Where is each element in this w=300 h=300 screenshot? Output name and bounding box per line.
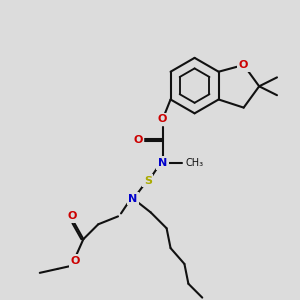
Text: O: O: [158, 114, 167, 124]
Text: CH₃: CH₃: [185, 158, 203, 168]
Text: O: O: [133, 135, 142, 145]
Text: O: O: [68, 212, 77, 221]
Text: N: N: [128, 194, 137, 203]
Text: O: O: [71, 256, 80, 266]
Text: N: N: [158, 158, 167, 168]
Text: O: O: [239, 60, 248, 70]
Text: S: S: [144, 176, 152, 186]
